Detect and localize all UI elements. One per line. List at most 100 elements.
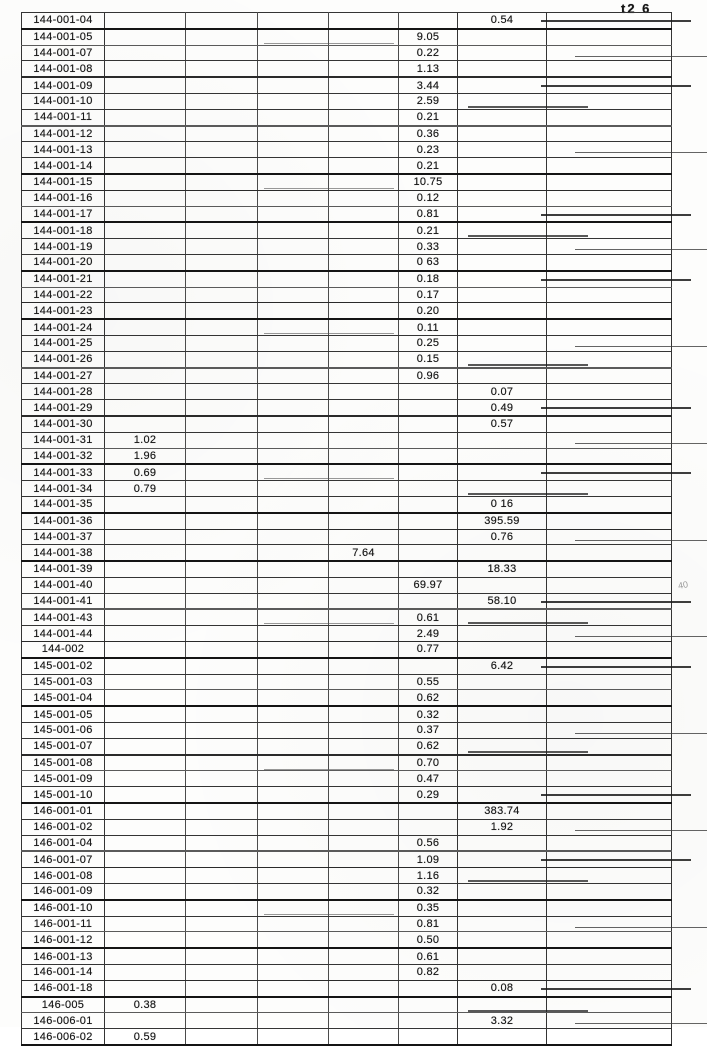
value-cell: [546, 28, 672, 46]
value-cell: [541, 270, 692, 288]
value-cell: [104, 11, 186, 30]
value-cell: [541, 76, 692, 94]
value-cell: [257, 28, 395, 46]
value-cell: [457, 270, 547, 288]
value-cell: [104, 705, 186, 724]
value-cell: [328, 399, 399, 417]
value-cell: [257, 173, 395, 191]
row-id-cell: 145-001-09: [21, 770, 105, 788]
value-cell: [546, 44, 707, 62]
row-id-cell: 146-001-04: [21, 834, 105, 853]
value-cell: [104, 1012, 186, 1030]
value-cell: [104, 754, 186, 772]
value-cell: [185, 850, 258, 869]
value-cell: [546, 1012, 707, 1030]
value-cell: [457, 786, 547, 805]
table-row: 144-001-18 0.21: [21, 221, 672, 240]
value-cell: [328, 689, 399, 708]
value-cell: [257, 302, 329, 321]
table-row: 145-001-06 0.37: [21, 722, 707, 739]
value-cell: [185, 722, 258, 739]
value-cell: [546, 334, 707, 352]
value-cell: 0.54: [457, 11, 547, 30]
value-cell: 0.69: [104, 463, 186, 482]
table-row: 144-001-28 0.07: [21, 383, 672, 401]
value-cell: 0.12: [398, 189, 458, 207]
value-cell: [328, 92, 399, 110]
value-cell: [257, 334, 329, 352]
value-cell: [185, 480, 258, 497]
value-cell: [104, 141, 186, 159]
value-cell: [328, 157, 399, 175]
value-cell: 1.13: [398, 60, 458, 79]
value-cell: [457, 770, 547, 788]
row-id-cell: 144-001-33: [21, 463, 105, 482]
value-cell: 0.17: [398, 286, 458, 304]
value-cell: [104, 867, 186, 885]
row-id-cell: 145-001-02: [21, 657, 105, 675]
row-id-cell: 144-002: [21, 641, 105, 659]
value-cell: [328, 383, 399, 401]
value-cell: [104, 205, 186, 224]
row-id-cell: 144-001-11: [21, 108, 105, 127]
value-cell: [257, 205, 329, 224]
value-cell: 0 16: [457, 495, 547, 514]
row-id-cell: 144-001-37: [21, 528, 105, 546]
row-id-cell: 146-001-13: [21, 947, 105, 966]
value-cell: [185, 899, 258, 917]
row-id-cell: 144-001-25: [21, 334, 105, 352]
value-cell: [185, 173, 258, 191]
value-cell: 0.32: [398, 705, 458, 724]
value-cell: [328, 302, 399, 321]
value-cell: [257, 915, 329, 933]
value-cell: 0.55: [398, 673, 458, 691]
value-cell: 58.10: [457, 592, 547, 611]
row-id-cell: 144-001-38: [21, 544, 105, 563]
value-cell: [257, 157, 329, 175]
value-cell: 0.61: [398, 947, 458, 966]
table-row: 144-001-40 69.97: [21, 576, 672, 594]
value-cell: 0.21: [398, 157, 458, 175]
value-cell: [257, 60, 329, 79]
value-cell: [546, 770, 672, 788]
value-cell: [328, 786, 399, 805]
value-cell: [185, 11, 258, 30]
value-cell: [457, 286, 547, 304]
row-id-cell: 144-001-35: [21, 495, 105, 514]
row-id-cell: 144-001-08: [21, 60, 105, 79]
value-cell: 0.18: [398, 270, 458, 288]
value-cell: [546, 883, 672, 901]
table-row: 145-001-08 0.70: [21, 754, 672, 772]
value-cell: [541, 399, 692, 417]
table-row: 144-001-14 0.21: [21, 157, 672, 175]
value-cell: [546, 302, 672, 321]
value-cell: [185, 253, 258, 272]
value-cell: [185, 44, 258, 62]
value-cell: [104, 512, 186, 530]
value-cell: [185, 512, 258, 530]
value-cell: [104, 592, 186, 611]
value-cell: [185, 76, 258, 94]
value-cell: [104, 915, 186, 933]
value-cell: 0.47: [398, 770, 458, 788]
row-id-cell: 146-006-01: [21, 1012, 105, 1030]
row-id-cell: 144-001-44: [21, 625, 105, 643]
value-cell: [398, 447, 458, 466]
value-cell: [185, 318, 258, 336]
value-cell: [185, 834, 258, 853]
row-id-cell: 146-001-08: [21, 867, 105, 885]
value-cell: [185, 641, 258, 659]
value-cell: [257, 270, 329, 288]
value-cell: [257, 979, 329, 998]
value-cell: [546, 447, 672, 466]
value-cell: [104, 722, 186, 739]
table-row: 146-001-11 0.81: [21, 915, 707, 933]
value-cell: 0.37: [398, 722, 458, 739]
value-cell: 0.07: [457, 383, 547, 401]
table-row: 144-001-34 0.79: [21, 480, 672, 497]
table-row: 144-001-07 0.22: [21, 44, 707, 62]
row-id-cell: 146-001-14: [21, 964, 105, 981]
value-cell: [546, 705, 672, 724]
table-row: 145-001-02 6.42: [21, 657, 692, 675]
value-cell: [328, 705, 399, 724]
